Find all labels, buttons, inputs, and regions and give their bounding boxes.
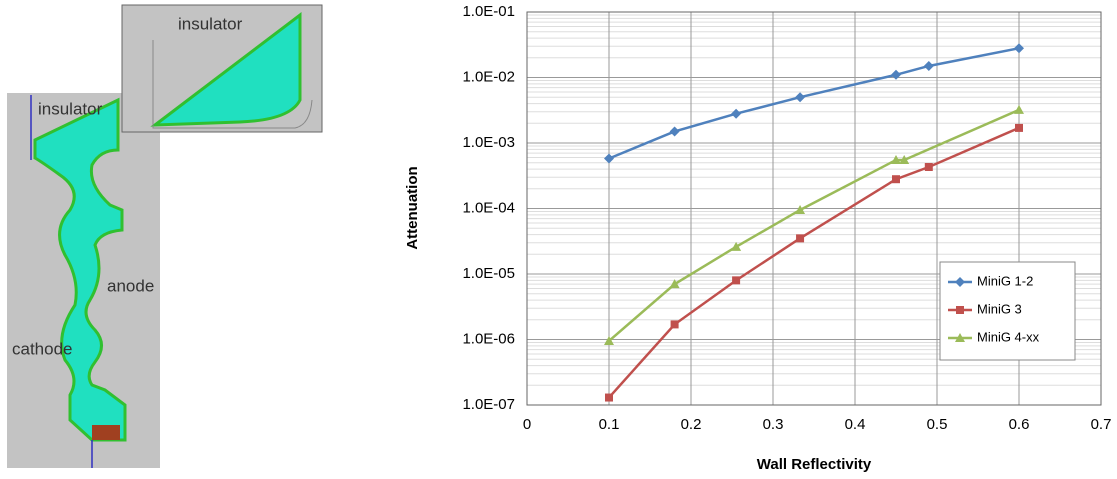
y-tick-label: 1.0E-06 bbox=[462, 330, 515, 347]
y-tick-label: 1.0E-01 bbox=[462, 3, 515, 20]
x-tick-label: 0 bbox=[523, 416, 531, 433]
page: insulator insulator anode cathode Wall R… bbox=[0, 0, 1117, 479]
marker bbox=[671, 320, 679, 328]
x-tick-label: 0.5 bbox=[927, 416, 948, 433]
marker bbox=[1015, 124, 1023, 132]
x-tick-label: 0.3 bbox=[763, 416, 784, 433]
marker bbox=[1014, 105, 1024, 114]
y-axis-label: Attenuation bbox=[404, 166, 421, 249]
marker bbox=[956, 306, 964, 314]
x-tick-label: 0.2 bbox=[681, 416, 702, 433]
marker bbox=[732, 276, 740, 284]
marker bbox=[604, 153, 614, 163]
x-tick-label: 0.6 bbox=[1009, 416, 1030, 433]
marker bbox=[924, 61, 934, 71]
marker bbox=[795, 92, 805, 102]
marker bbox=[605, 394, 613, 402]
y-tick-label: 1.0E-05 bbox=[462, 265, 515, 282]
region-label: insulator bbox=[38, 99, 103, 118]
region-label: insulator bbox=[178, 14, 243, 33]
legend-label: MiniG 1-2 bbox=[977, 273, 1033, 288]
x-tick-label: 0.1 bbox=[599, 416, 620, 433]
figure: insulator insulator anode cathode Wall R… bbox=[0, 0, 1117, 474]
marker bbox=[731, 109, 741, 119]
marker bbox=[891, 70, 901, 80]
y-tick-label: 1.0E-04 bbox=[462, 199, 515, 216]
legend-label: MiniG 3 bbox=[977, 301, 1022, 316]
marker bbox=[796, 234, 804, 242]
y-tick-label: 1.0E-07 bbox=[462, 396, 515, 413]
x-axis-label: Wall Reflectivity bbox=[757, 456, 872, 473]
hot-region bbox=[92, 425, 120, 440]
legend-label: MiniG 4-xx bbox=[977, 329, 1040, 344]
marker bbox=[670, 126, 680, 136]
marker bbox=[892, 175, 900, 183]
region-label: anode bbox=[107, 276, 154, 295]
x-tick-label: 0.7 bbox=[1091, 416, 1112, 433]
simulation-image: insulator insulator anode cathode bbox=[7, 5, 322, 468]
y-tick-label: 1.0E-03 bbox=[462, 134, 515, 151]
x-tick-label: 0.4 bbox=[845, 416, 866, 433]
marker bbox=[1014, 43, 1024, 53]
y-tick-label: 1.0E-02 bbox=[462, 68, 515, 85]
marker bbox=[925, 163, 933, 171]
region-label: cathode bbox=[12, 339, 73, 358]
